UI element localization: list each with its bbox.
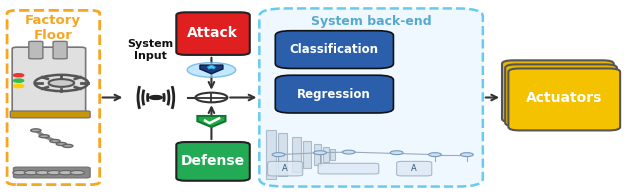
Circle shape bbox=[13, 79, 24, 82]
Text: Regression: Regression bbox=[297, 88, 371, 100]
FancyBboxPatch shape bbox=[268, 161, 303, 176]
Circle shape bbox=[13, 74, 24, 77]
FancyBboxPatch shape bbox=[275, 75, 394, 113]
Circle shape bbox=[47, 170, 61, 175]
Text: Defense: Defense bbox=[180, 154, 244, 168]
Text: Factory
Floor: Factory Floor bbox=[25, 14, 81, 42]
Circle shape bbox=[195, 93, 227, 102]
FancyBboxPatch shape bbox=[330, 149, 335, 160]
Circle shape bbox=[49, 79, 74, 87]
Circle shape bbox=[314, 151, 326, 155]
FancyBboxPatch shape bbox=[318, 163, 379, 174]
Circle shape bbox=[63, 144, 73, 147]
FancyBboxPatch shape bbox=[397, 161, 432, 176]
FancyBboxPatch shape bbox=[323, 147, 329, 162]
Text: A: A bbox=[412, 164, 417, 173]
FancyBboxPatch shape bbox=[259, 8, 483, 187]
FancyBboxPatch shape bbox=[29, 41, 43, 59]
Circle shape bbox=[13, 170, 27, 175]
Text: Actuators: Actuators bbox=[526, 91, 602, 105]
FancyBboxPatch shape bbox=[13, 167, 90, 178]
FancyBboxPatch shape bbox=[10, 111, 90, 118]
Polygon shape bbox=[200, 65, 223, 74]
Circle shape bbox=[59, 170, 73, 175]
Circle shape bbox=[36, 170, 50, 175]
Circle shape bbox=[50, 139, 60, 143]
FancyBboxPatch shape bbox=[278, 133, 287, 176]
FancyBboxPatch shape bbox=[303, 141, 311, 168]
Circle shape bbox=[342, 150, 355, 154]
Circle shape bbox=[150, 96, 163, 99]
Circle shape bbox=[390, 151, 403, 155]
Circle shape bbox=[429, 153, 442, 157]
Text: A: A bbox=[282, 164, 288, 173]
Polygon shape bbox=[197, 116, 225, 127]
FancyBboxPatch shape bbox=[176, 142, 250, 181]
FancyBboxPatch shape bbox=[7, 10, 100, 185]
FancyBboxPatch shape bbox=[12, 47, 86, 113]
Circle shape bbox=[24, 170, 38, 175]
FancyBboxPatch shape bbox=[292, 137, 301, 172]
FancyBboxPatch shape bbox=[53, 41, 67, 59]
Circle shape bbox=[31, 129, 41, 132]
Circle shape bbox=[187, 63, 236, 77]
Text: Attack: Attack bbox=[188, 26, 238, 40]
FancyBboxPatch shape bbox=[502, 60, 614, 122]
Text: System back-end: System back-end bbox=[311, 15, 431, 28]
FancyBboxPatch shape bbox=[314, 144, 321, 165]
Circle shape bbox=[70, 170, 84, 175]
Circle shape bbox=[13, 84, 24, 88]
FancyBboxPatch shape bbox=[505, 64, 617, 126]
FancyBboxPatch shape bbox=[508, 68, 620, 130]
Text: Classification: Classification bbox=[289, 43, 378, 56]
Circle shape bbox=[56, 142, 67, 145]
Circle shape bbox=[272, 153, 285, 157]
FancyBboxPatch shape bbox=[176, 12, 250, 55]
Text: System
Input: System Input bbox=[128, 39, 174, 61]
Circle shape bbox=[39, 135, 49, 138]
FancyBboxPatch shape bbox=[275, 31, 394, 68]
Circle shape bbox=[461, 153, 473, 157]
Polygon shape bbox=[207, 65, 215, 69]
FancyBboxPatch shape bbox=[266, 130, 276, 179]
